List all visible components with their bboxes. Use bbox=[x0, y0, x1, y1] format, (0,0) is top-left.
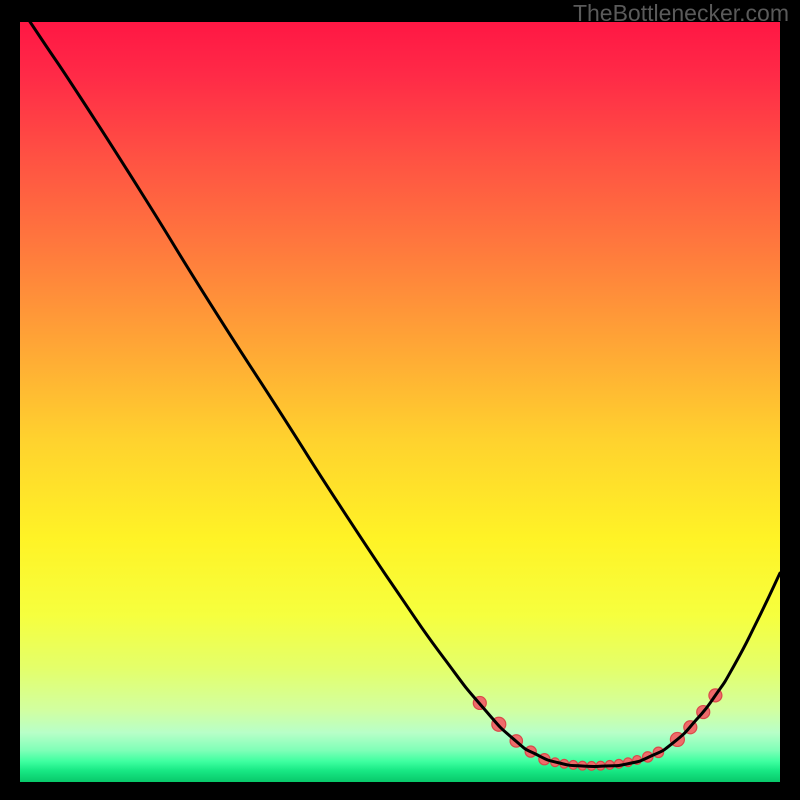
chart-svg bbox=[20, 22, 780, 782]
curve-markers bbox=[473, 689, 722, 770]
curve-line bbox=[20, 22, 780, 767]
plot-area bbox=[20, 22, 780, 782]
watermark-text: TheBottlenecker.com bbox=[573, 0, 789, 27]
chart-root: TheBottlenecker.com bbox=[0, 0, 800, 800]
